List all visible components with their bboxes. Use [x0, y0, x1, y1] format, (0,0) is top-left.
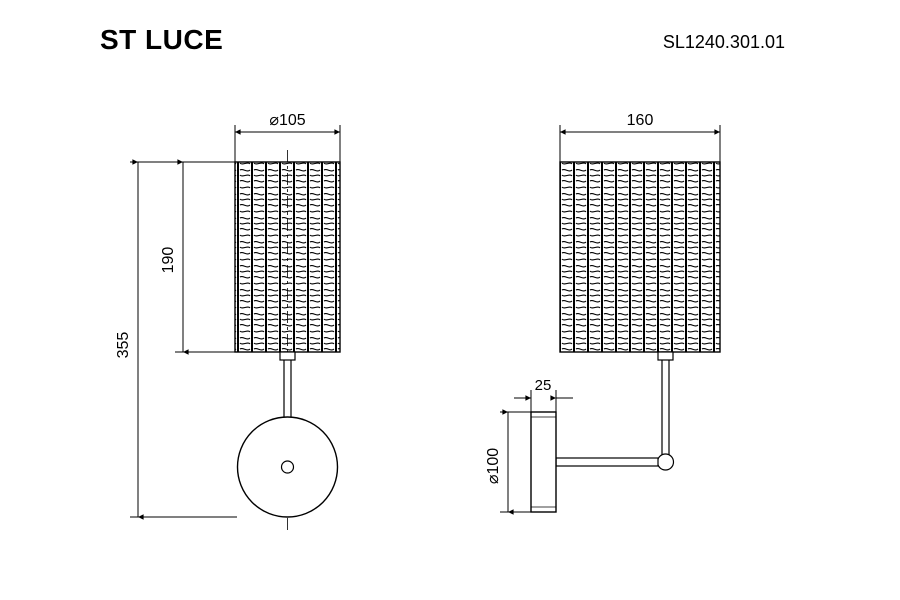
side-view: 160 25 ⌀100 [485, 112, 720, 512]
brand-logo: ST LUCE [100, 24, 223, 56]
dim-shade-height: 190 [160, 247, 177, 274]
dim-total-height: 355 [115, 332, 132, 359]
technical-drawing: ⌀105 355 190 [0, 0, 900, 600]
dim-backplate-diameter: ⌀100 [485, 448, 502, 484]
dim-backplate-depth: 25 [535, 377, 552, 394]
model-number: SL1240.301.01 [663, 32, 785, 53]
dim-shade-diameter: ⌀105 [269, 112, 305, 129]
front-view: ⌀105 355 190 [115, 112, 340, 530]
page: ST LUCE SL1240.301.01 [0, 0, 900, 600]
dim-depth: 160 [627, 112, 654, 129]
